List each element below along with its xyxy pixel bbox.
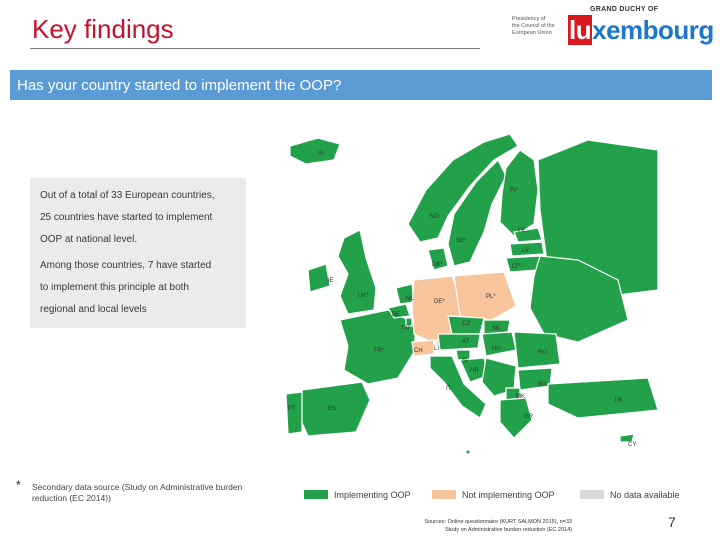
country-ch xyxy=(411,339,435,357)
map-label: EE xyxy=(518,228,526,234)
map-label: NL xyxy=(406,296,414,302)
country-se xyxy=(447,158,507,267)
map-label: ES xyxy=(328,406,336,412)
logo-grand-duchy: GRAND DUCHY OF xyxy=(590,6,659,13)
map-label: CH xyxy=(414,348,423,354)
map-label: NO xyxy=(430,214,439,220)
summary-box: Out of a total of 33 European countries,… xyxy=(30,178,246,328)
country-mt xyxy=(465,449,471,455)
logo-line: Presidency of xyxy=(512,16,546,22)
map-label: HU xyxy=(492,346,501,352)
country-it xyxy=(429,355,487,419)
legend-label: No data available xyxy=(610,489,680,500)
map-label: PL* xyxy=(486,294,496,300)
footnote-text: Secondary data source (Study on Administ… xyxy=(32,482,243,503)
map-label: HR xyxy=(470,368,479,374)
country-ro xyxy=(513,331,561,369)
country-at xyxy=(437,333,481,351)
country-gr xyxy=(499,397,533,439)
legend-label: Implementing OOP xyxy=(334,489,411,500)
summary-line: OOP at national level. xyxy=(40,234,138,245)
map-label: UK* xyxy=(358,293,369,299)
slide-title: Key findings xyxy=(32,14,174,44)
logo-line: European Union xyxy=(512,30,552,36)
country-ee xyxy=(513,227,543,243)
logo-wordmark: luxembourg xyxy=(568,15,714,46)
summary-line: Out of a total of 33 European countries, xyxy=(40,190,215,201)
question-banner: Has your country started to implement th… xyxy=(10,70,712,100)
country-pt xyxy=(285,391,303,435)
legend-not-implementing: Not implementing OOP xyxy=(432,486,555,500)
country-nodata-by-ua xyxy=(529,255,629,343)
country-fi xyxy=(499,149,539,237)
country-dk xyxy=(427,247,449,271)
country-lu xyxy=(405,317,413,327)
map-label: MK xyxy=(516,394,525,400)
map-label: PT xyxy=(288,406,296,412)
map-label: IT xyxy=(446,386,452,392)
map-label: DE* xyxy=(434,299,445,305)
legend-swatch-grey xyxy=(580,490,604,500)
luxembourg-presidency-logo: Presidency of the Council of the Europea… xyxy=(512,6,714,46)
map-label: DK* xyxy=(432,262,443,268)
logo-lu: lu xyxy=(568,15,593,45)
map-label: FR* xyxy=(374,348,385,354)
legend-swatch-green xyxy=(304,490,328,500)
map-label: GR xyxy=(524,414,534,420)
map-label: CZ xyxy=(462,321,470,327)
map-label: LT* xyxy=(512,264,522,270)
country-cy xyxy=(619,433,635,443)
legend-swatch-peach xyxy=(432,490,456,500)
question-text: Has your country started to implement th… xyxy=(17,77,342,94)
legend-implementing: Implementing OOP xyxy=(304,486,411,500)
logo-rest: xembourg xyxy=(592,15,714,45)
footnote: * Secondary data source (Study on Admini… xyxy=(16,478,256,504)
country-no xyxy=(407,133,519,243)
map-label: BG xyxy=(538,382,547,388)
country-bg xyxy=(517,367,553,391)
map-label: IS xyxy=(318,151,324,157)
map-label: RO xyxy=(538,350,547,356)
country-be xyxy=(387,303,411,319)
map-label: FI* xyxy=(510,188,518,194)
europe-map: IS FI* NO EE SE* LV DK* LT* IE UK* NL DE… xyxy=(285,133,659,455)
map-label: SE* xyxy=(456,238,467,244)
map-label: AT xyxy=(462,339,470,345)
source-line: Sources: Online questionnaire (KURT SALM… xyxy=(424,519,572,525)
map-label: LI xyxy=(434,346,439,352)
map-label: LU xyxy=(402,325,410,331)
map-label: BE xyxy=(392,312,400,318)
summary-line: regional and local levels xyxy=(40,304,147,315)
title-divider xyxy=(30,48,480,49)
source-line: Study on Administrative burden reduction… xyxy=(445,527,572,533)
footnote-star: * xyxy=(16,478,21,492)
summary-line: to implement this principle at both xyxy=(40,282,189,293)
sources: Sources: Online questionnaire (KURT SALM… xyxy=(372,518,572,534)
summary-line: Among those countries, 7 have started xyxy=(40,260,212,271)
country-uk xyxy=(337,229,377,315)
country-ie xyxy=(307,263,331,293)
country-fr xyxy=(339,309,417,385)
map-label: CY xyxy=(628,442,636,448)
map-label: IE xyxy=(328,278,334,284)
map-label: LV xyxy=(522,248,529,254)
logo-line: the Council of the xyxy=(512,23,555,29)
legend-label: Not implementing OOP xyxy=(462,489,555,500)
logo-presidency-text: Presidency of the Council of the Europea… xyxy=(512,16,564,37)
country-pl xyxy=(453,271,517,321)
country-lv xyxy=(509,241,545,257)
country-nodata-balkans xyxy=(481,357,517,397)
legend-no-data: No data available xyxy=(580,486,680,500)
summary-line: 25 countries have started to implement xyxy=(40,212,213,223)
page-number: 7 xyxy=(668,514,676,530)
map-label: SI xyxy=(462,358,468,364)
map-label: TR xyxy=(614,398,623,404)
country-tr xyxy=(547,377,659,419)
map-label: SK xyxy=(492,326,500,332)
country-hu xyxy=(481,331,517,357)
country-is xyxy=(289,137,341,165)
